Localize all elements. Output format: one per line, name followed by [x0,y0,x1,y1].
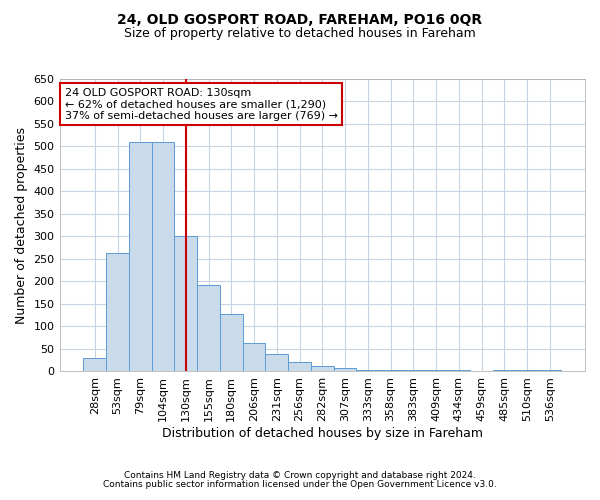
Text: Size of property relative to detached houses in Fareham: Size of property relative to detached ho… [124,28,476,40]
Bar [402,370,425,372]
Bar [311,366,334,372]
Bar [288,362,311,372]
Bar [538,370,561,372]
Bar [220,314,242,372]
Text: Contains public sector information licensed under the Open Government Licence v3: Contains public sector information licen… [103,480,497,489]
Bar [106,253,129,372]
Bar [242,343,265,372]
Y-axis label: Number of detached properties: Number of detached properties [15,126,28,324]
Text: Contains HM Land Registry data © Crown copyright and database right 2024.: Contains HM Land Registry data © Crown c… [124,471,476,480]
Bar [175,236,197,372]
Text: 24, OLD GOSPORT ROAD, FAREHAM, PO16 0QR: 24, OLD GOSPORT ROAD, FAREHAM, PO16 0QR [118,12,482,26]
Bar [379,370,402,372]
Bar [152,142,175,372]
Bar [493,370,515,372]
Bar [265,354,288,372]
Bar [334,368,356,372]
Bar [425,370,448,372]
Bar [83,358,106,372]
Bar [197,284,220,372]
Text: 24 OLD GOSPORT ROAD: 130sqm
← 62% of detached houses are smaller (1,290)
37% of : 24 OLD GOSPORT ROAD: 130sqm ← 62% of det… [65,88,338,121]
Bar [515,370,538,372]
Bar [448,370,470,372]
X-axis label: Distribution of detached houses by size in Fareham: Distribution of detached houses by size … [162,427,483,440]
Bar [129,142,152,372]
Bar [356,370,379,372]
